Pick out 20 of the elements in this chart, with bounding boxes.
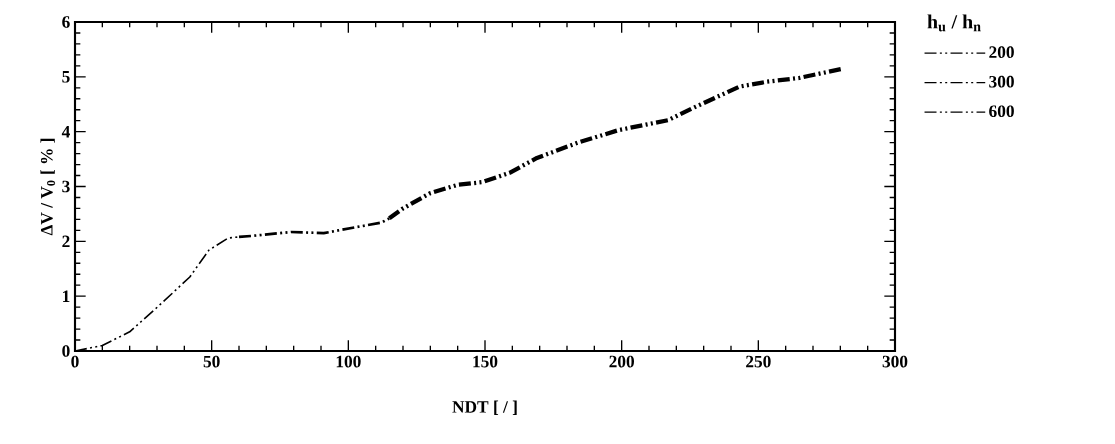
y-tick-label: 2 xyxy=(62,235,70,248)
x-tick-label: 150 xyxy=(473,355,498,368)
x-axis-title: NDT [ / ] xyxy=(452,400,517,415)
y-tick-label: 3 xyxy=(62,180,70,193)
y-tick-label: 4 xyxy=(61,125,70,138)
y-tick-label: 5 xyxy=(62,71,70,83)
x-tick-label: 300 xyxy=(882,355,908,368)
legend-label: 300 xyxy=(989,75,1014,88)
legend-title: h$_{u}$ / h$_{n}$ xyxy=(927,14,981,32)
y-axis-title: ΔV / V$_{0}$ [ % ] xyxy=(40,138,56,236)
y-tick-label: 0 xyxy=(62,345,70,357)
legend-label: 600 xyxy=(989,105,1014,118)
x-tick-label: 200 xyxy=(609,355,635,368)
x-tick-label: 100 xyxy=(336,355,361,368)
y-tick-label: 1 xyxy=(63,290,70,302)
y-tick-label: 6 xyxy=(62,16,70,28)
x-tick-label: 250 xyxy=(746,355,771,368)
x-tick-label: 0 xyxy=(71,355,79,368)
x-tick-label: 50 xyxy=(203,355,220,368)
legend-label: 200 xyxy=(989,46,1014,59)
